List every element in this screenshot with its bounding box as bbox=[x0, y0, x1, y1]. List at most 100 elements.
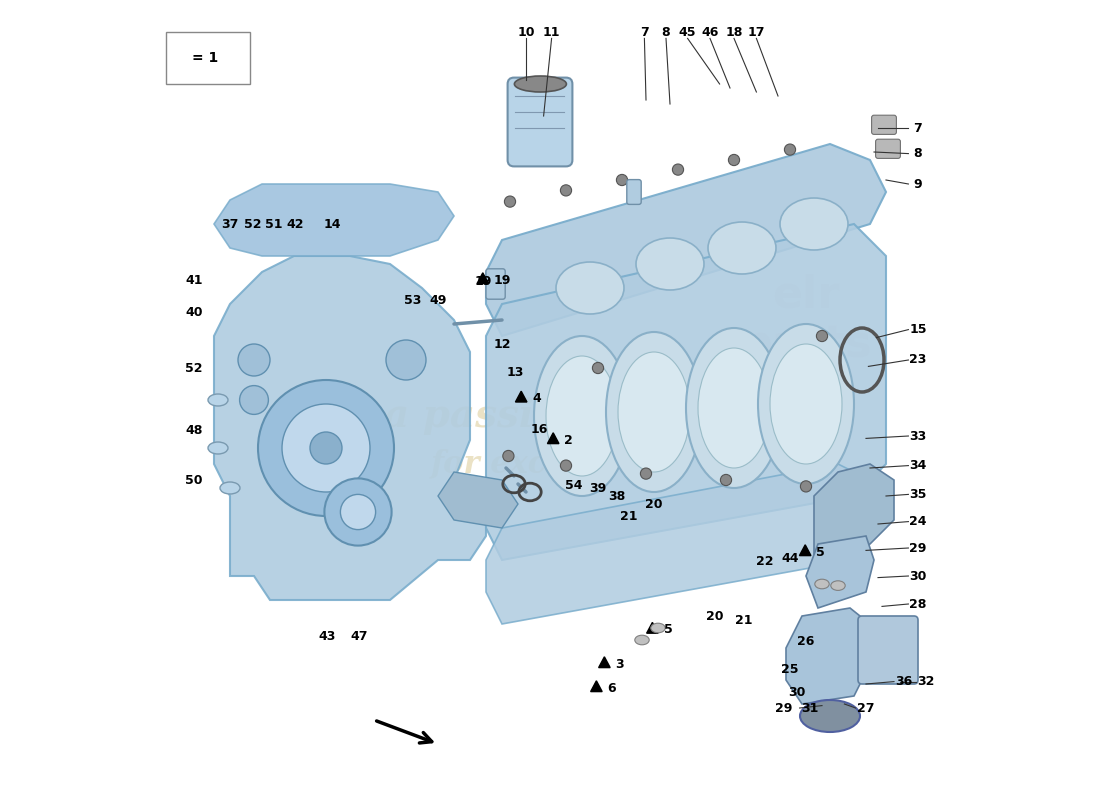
Polygon shape bbox=[548, 433, 559, 443]
Text: 52: 52 bbox=[244, 218, 261, 230]
Circle shape bbox=[801, 481, 812, 492]
Circle shape bbox=[784, 144, 795, 155]
Text: 3: 3 bbox=[616, 658, 624, 670]
Text: 27: 27 bbox=[857, 702, 874, 714]
Circle shape bbox=[324, 478, 392, 546]
Text: 29: 29 bbox=[910, 542, 926, 554]
Ellipse shape bbox=[636, 238, 704, 290]
Text: 30: 30 bbox=[910, 570, 926, 582]
Text: 26: 26 bbox=[798, 635, 815, 648]
Text: 21: 21 bbox=[735, 614, 752, 626]
Text: 4: 4 bbox=[532, 392, 541, 405]
Polygon shape bbox=[806, 536, 874, 608]
FancyBboxPatch shape bbox=[486, 269, 505, 299]
Text: 12: 12 bbox=[493, 338, 510, 350]
Polygon shape bbox=[486, 224, 886, 560]
Text: 17: 17 bbox=[748, 26, 766, 38]
Circle shape bbox=[240, 386, 268, 414]
Circle shape bbox=[616, 174, 628, 186]
Ellipse shape bbox=[780, 198, 848, 250]
Ellipse shape bbox=[800, 700, 860, 732]
FancyBboxPatch shape bbox=[876, 139, 901, 158]
Text: 5: 5 bbox=[663, 623, 672, 636]
Polygon shape bbox=[438, 472, 518, 528]
Text: 24: 24 bbox=[910, 515, 926, 528]
Text: 50: 50 bbox=[185, 474, 202, 486]
Ellipse shape bbox=[651, 623, 666, 633]
Ellipse shape bbox=[515, 76, 566, 92]
Circle shape bbox=[258, 380, 394, 516]
Text: 37: 37 bbox=[221, 218, 239, 230]
Polygon shape bbox=[516, 391, 527, 402]
Text: 6: 6 bbox=[607, 682, 616, 694]
Text: a passion: a passion bbox=[384, 397, 587, 435]
Text: 51: 51 bbox=[265, 218, 283, 230]
Circle shape bbox=[310, 432, 342, 464]
Circle shape bbox=[720, 474, 732, 486]
Ellipse shape bbox=[708, 222, 775, 274]
FancyBboxPatch shape bbox=[627, 179, 641, 204]
Polygon shape bbox=[598, 657, 611, 667]
Text: 22: 22 bbox=[756, 555, 773, 568]
Text: 52: 52 bbox=[185, 362, 202, 374]
Ellipse shape bbox=[534, 336, 630, 496]
Text: 20: 20 bbox=[646, 498, 662, 510]
Circle shape bbox=[505, 196, 516, 207]
Text: 53: 53 bbox=[404, 294, 421, 306]
Text: 14: 14 bbox=[323, 218, 341, 230]
Circle shape bbox=[238, 344, 270, 376]
FancyBboxPatch shape bbox=[507, 78, 572, 166]
Text: 38: 38 bbox=[608, 490, 626, 502]
Text: 28: 28 bbox=[910, 598, 926, 610]
Text: 13: 13 bbox=[506, 366, 524, 378]
Text: 15: 15 bbox=[910, 323, 926, 336]
Ellipse shape bbox=[830, 581, 845, 590]
Circle shape bbox=[503, 450, 514, 462]
Polygon shape bbox=[786, 608, 870, 704]
Polygon shape bbox=[591, 681, 602, 691]
Ellipse shape bbox=[208, 442, 228, 454]
Text: 54: 54 bbox=[565, 479, 583, 492]
Polygon shape bbox=[800, 545, 811, 555]
Text: for excellence: for excellence bbox=[431, 449, 669, 479]
FancyBboxPatch shape bbox=[166, 32, 250, 84]
Circle shape bbox=[672, 164, 683, 175]
Text: 34: 34 bbox=[910, 459, 926, 472]
FancyBboxPatch shape bbox=[858, 616, 918, 684]
Text: 42: 42 bbox=[287, 218, 305, 230]
Text: 40: 40 bbox=[185, 306, 202, 318]
Text: 36: 36 bbox=[895, 675, 912, 688]
Text: 43: 43 bbox=[319, 630, 337, 642]
Ellipse shape bbox=[220, 482, 240, 494]
Text: 47: 47 bbox=[351, 630, 369, 642]
Text: 7: 7 bbox=[914, 122, 923, 134]
Circle shape bbox=[282, 404, 370, 492]
Text: 8: 8 bbox=[662, 26, 670, 38]
Text: 31: 31 bbox=[801, 702, 818, 714]
Text: 29: 29 bbox=[774, 702, 792, 714]
Text: 7: 7 bbox=[640, 26, 649, 38]
Text: = 1: = 1 bbox=[191, 51, 218, 66]
Polygon shape bbox=[486, 464, 870, 624]
Text: 33: 33 bbox=[910, 430, 926, 442]
Circle shape bbox=[560, 460, 572, 471]
Text: 30: 30 bbox=[788, 686, 805, 698]
Ellipse shape bbox=[635, 635, 649, 645]
Circle shape bbox=[640, 468, 651, 479]
Polygon shape bbox=[214, 184, 454, 256]
Text: 48: 48 bbox=[185, 424, 202, 437]
Ellipse shape bbox=[546, 356, 618, 476]
Text: 35: 35 bbox=[910, 488, 926, 501]
Polygon shape bbox=[214, 256, 486, 600]
Text: 25: 25 bbox=[781, 663, 799, 676]
Text: 46: 46 bbox=[702, 26, 718, 38]
Circle shape bbox=[593, 362, 604, 374]
Ellipse shape bbox=[686, 328, 782, 488]
Circle shape bbox=[816, 330, 827, 342]
FancyBboxPatch shape bbox=[871, 115, 896, 134]
Ellipse shape bbox=[758, 324, 854, 484]
Circle shape bbox=[728, 154, 739, 166]
Text: 45: 45 bbox=[679, 26, 696, 38]
Text: 11: 11 bbox=[543, 26, 560, 38]
Text: 19: 19 bbox=[494, 274, 512, 286]
